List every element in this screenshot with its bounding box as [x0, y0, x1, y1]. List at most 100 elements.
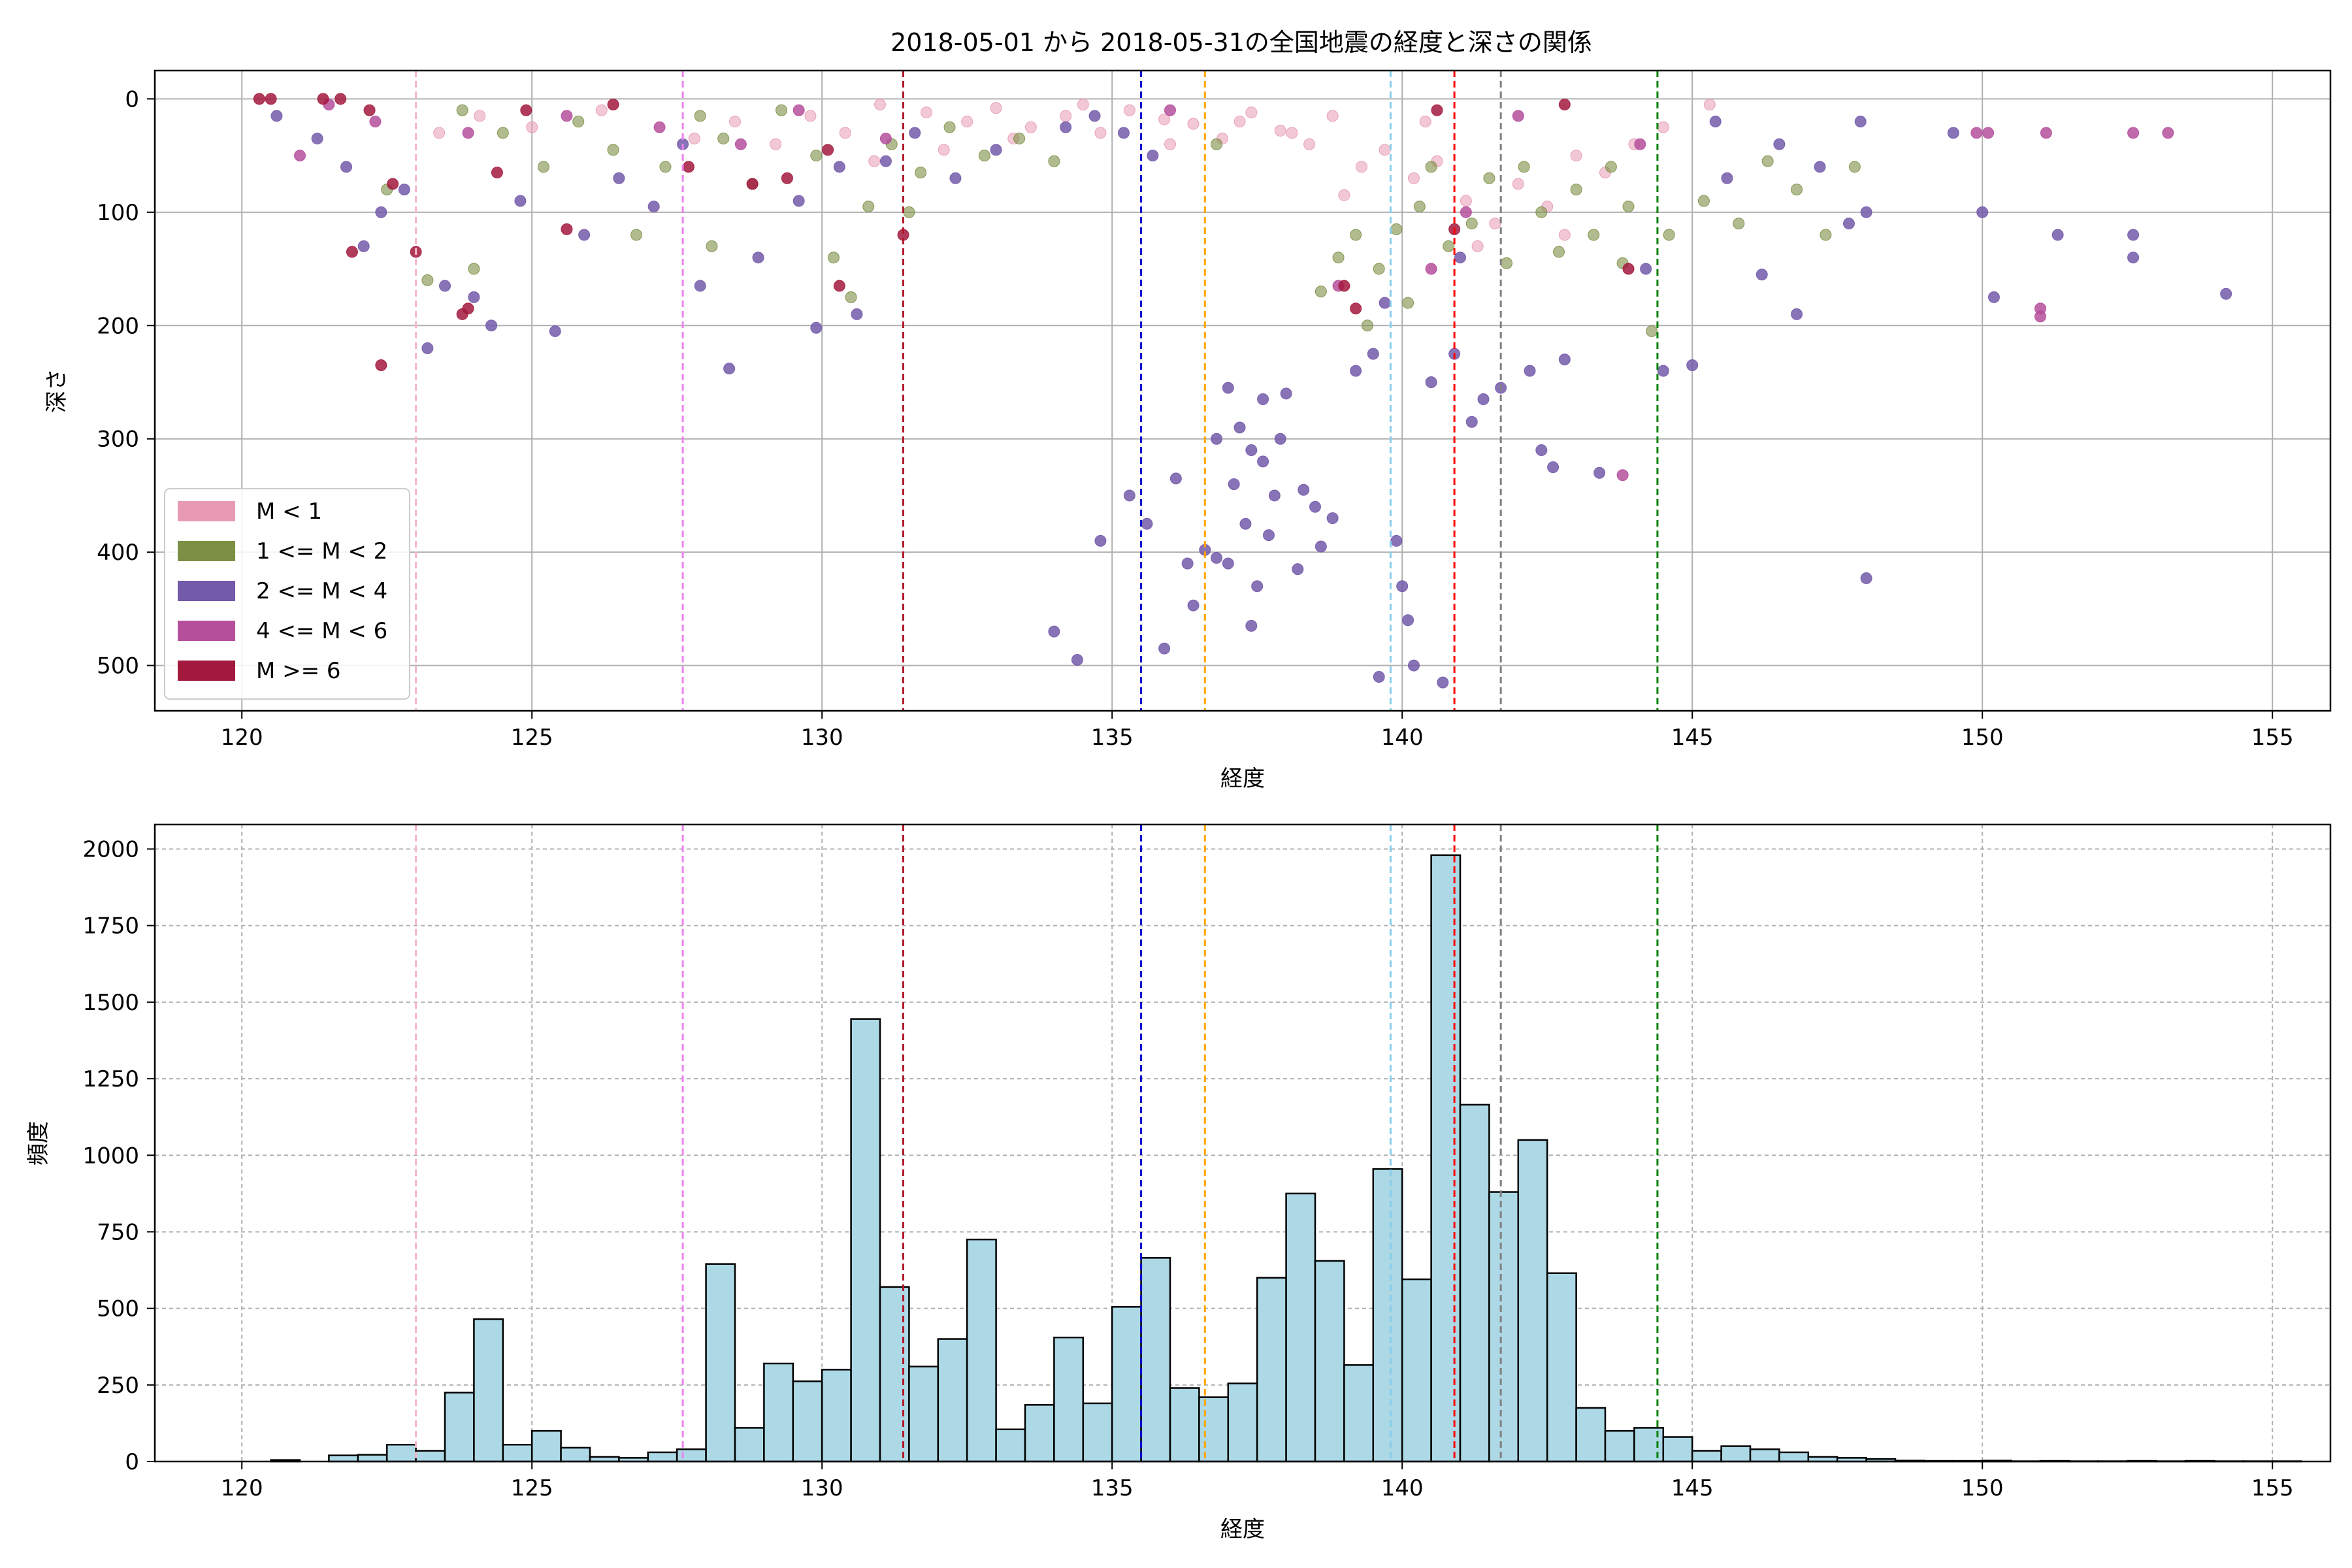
scatter-point [1350, 302, 1362, 315]
scatter-reference-lines [415, 71, 1659, 711]
histogram-x-tick-label: 135 [1091, 1475, 1134, 1501]
scatter-y-tick-label: 0 [125, 86, 139, 112]
histogram-bar [1517, 1139, 1548, 1463]
scatter-point [1147, 150, 1159, 162]
scatter-point [468, 263, 480, 275]
scatter-point [729, 116, 741, 128]
scatter-point [561, 223, 573, 235]
histogram-bar [473, 1318, 504, 1463]
histogram-bar [1633, 1427, 1665, 1463]
scatter-point [688, 133, 700, 145]
scatter-point [1501, 257, 1513, 269]
scatter-x-ticks: 120 125 130 135 140 145 150 155 [221, 711, 2294, 751]
scatter-x-tick-label: 125 [511, 725, 553, 751]
histogram-x-tick-label: 155 [2251, 1475, 2294, 1501]
scatter-point [462, 127, 474, 139]
scatter-point [613, 172, 625, 184]
scatter-point [1657, 365, 1669, 377]
scatter-point [879, 133, 892, 145]
scatter-point [1251, 580, 1264, 593]
scatter-point [1622, 263, 1635, 275]
scatter-point [1697, 195, 1710, 207]
histogram-y-tick-label: 1500 [82, 990, 139, 1016]
scatter-point [1657, 121, 1669, 133]
histogram-bar [1459, 1103, 1490, 1463]
histogram-bar [415, 1450, 446, 1463]
scatter-point [1211, 138, 1223, 150]
scatter-point [1361, 319, 1373, 332]
scatter-point [1460, 206, 1472, 218]
scatter-point [1286, 127, 1298, 139]
scatter-point [1814, 161, 1826, 173]
scatter-point [1350, 229, 1362, 241]
histogram-bar [1691, 1450, 1722, 1463]
scatter-point [2220, 287, 2232, 300]
histogram-bar [1053, 1336, 1085, 1463]
scatter-point [706, 240, 718, 252]
histogram-bar [1372, 1168, 1403, 1463]
histogram-bar [1169, 1387, 1200, 1463]
scatter-y-ticks: 0 100 200 300 400 500 [97, 86, 155, 679]
scatter-point [1257, 455, 1269, 468]
scatter-point [1512, 178, 1524, 190]
scatter-point [1262, 529, 1275, 542]
scatter-point [792, 195, 805, 207]
scatter-point [1390, 223, 1403, 235]
scatter-point [421, 342, 434, 354]
scatter-point [1088, 110, 1101, 122]
legend-label: M >= 6 [256, 658, 341, 684]
scatter-point [1233, 421, 1246, 434]
scatter-point [2051, 229, 2064, 241]
scatter-point [1187, 118, 1200, 130]
scatter-point [1228, 478, 1240, 491]
scatter-point [1013, 133, 1026, 145]
scatter-point [398, 184, 410, 196]
scatter-point [1158, 642, 1171, 655]
scatter-point [578, 229, 591, 241]
scatter-point [1761, 155, 1774, 167]
scatter-y-tick-label: 500 [97, 653, 139, 679]
scatter-point [1709, 116, 1722, 128]
scatter-point [369, 116, 382, 128]
histogram-bar [1749, 1448, 1780, 1463]
scatter-point [746, 178, 759, 190]
scatter-point [1588, 229, 1600, 241]
scatter-point [474, 110, 486, 122]
scatter-point [294, 150, 306, 162]
scatter-point [1558, 99, 1571, 111]
scatter-point [1338, 280, 1350, 292]
scatter-point [1535, 444, 1548, 457]
scatter-point [694, 280, 706, 292]
scatter-point [938, 144, 950, 156]
histogram-x-axis-label: 経度 [1220, 1516, 1265, 1543]
scatter-point [1663, 229, 1675, 241]
histogram-y-tick-label: 500 [97, 1296, 139, 1322]
scatter-points [253, 93, 2232, 689]
scatter-point [387, 178, 399, 190]
scatter-point [572, 116, 585, 128]
scatter-point [265, 93, 277, 105]
histogram-bars [270, 854, 2302, 1463]
scatter-point [978, 150, 990, 162]
histogram-y-tick-label: 750 [97, 1219, 139, 1245]
histogram-y-tick-label: 0 [125, 1449, 139, 1475]
scatter-point [607, 144, 619, 156]
scatter-panel: 120 125 130 135 140 145 150 155 0 100 200 300 400 50… [44, 69, 2332, 792]
scatter-point [1402, 297, 1414, 309]
histogram-reference-lines [415, 825, 1659, 1462]
histogram-bar [792, 1380, 823, 1463]
scatter-point [526, 121, 538, 133]
histogram-bar [1111, 1306, 1142, 1463]
scatter-point [717, 133, 730, 145]
scatter-point [921, 106, 933, 119]
scatter-point [1245, 106, 1258, 119]
legend-label: 1 <= M < 2 [256, 538, 387, 564]
scatter-point [1860, 572, 1872, 585]
scatter-point [822, 144, 834, 156]
scatter-point [1060, 121, 1072, 133]
scatter-y-tick-label: 400 [97, 540, 139, 566]
scatter-point [561, 110, 573, 122]
scatter-point [1605, 161, 1617, 173]
scatter-point [363, 104, 376, 116]
